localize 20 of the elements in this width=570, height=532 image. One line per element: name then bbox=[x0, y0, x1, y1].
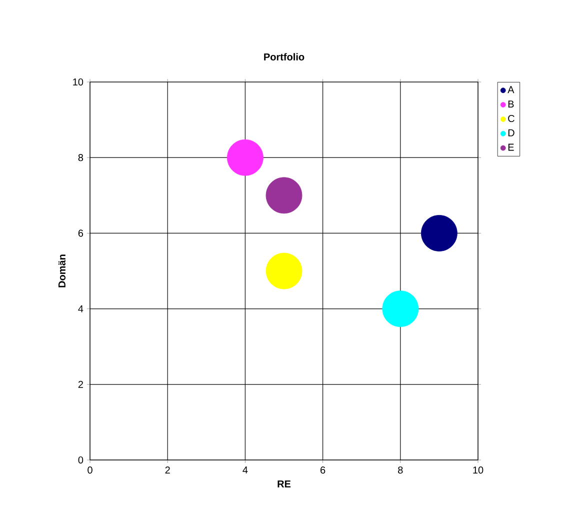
legend-label: A bbox=[508, 86, 514, 94]
x-tick-label: 4 bbox=[242, 466, 248, 474]
y-axis-title: Domän bbox=[58, 254, 66, 288]
legend-label: E bbox=[508, 144, 514, 151]
y-tick-label: 6 bbox=[78, 230, 84, 237]
y-tick-label: 0 bbox=[78, 456, 84, 464]
legend-label: B bbox=[508, 100, 514, 108]
chart-title: Portfolio bbox=[264, 53, 304, 60]
y-tick-label: 10 bbox=[73, 78, 84, 86]
x-axis-title: RE bbox=[278, 480, 291, 488]
y-tick-label: 4 bbox=[78, 305, 84, 312]
legend-label: C bbox=[508, 114, 514, 122]
x-tick-label: 6 bbox=[320, 466, 326, 474]
x-tick-label: 10 bbox=[473, 466, 484, 474]
x-tick-label: 8 bbox=[398, 466, 403, 474]
x-tick-label: 0 bbox=[88, 466, 92, 474]
x-tick-label: 2 bbox=[165, 466, 170, 474]
legend-label: D bbox=[508, 129, 514, 136]
y-tick-label: 8 bbox=[78, 154, 84, 162]
y-tick-label: 2 bbox=[78, 380, 83, 388]
